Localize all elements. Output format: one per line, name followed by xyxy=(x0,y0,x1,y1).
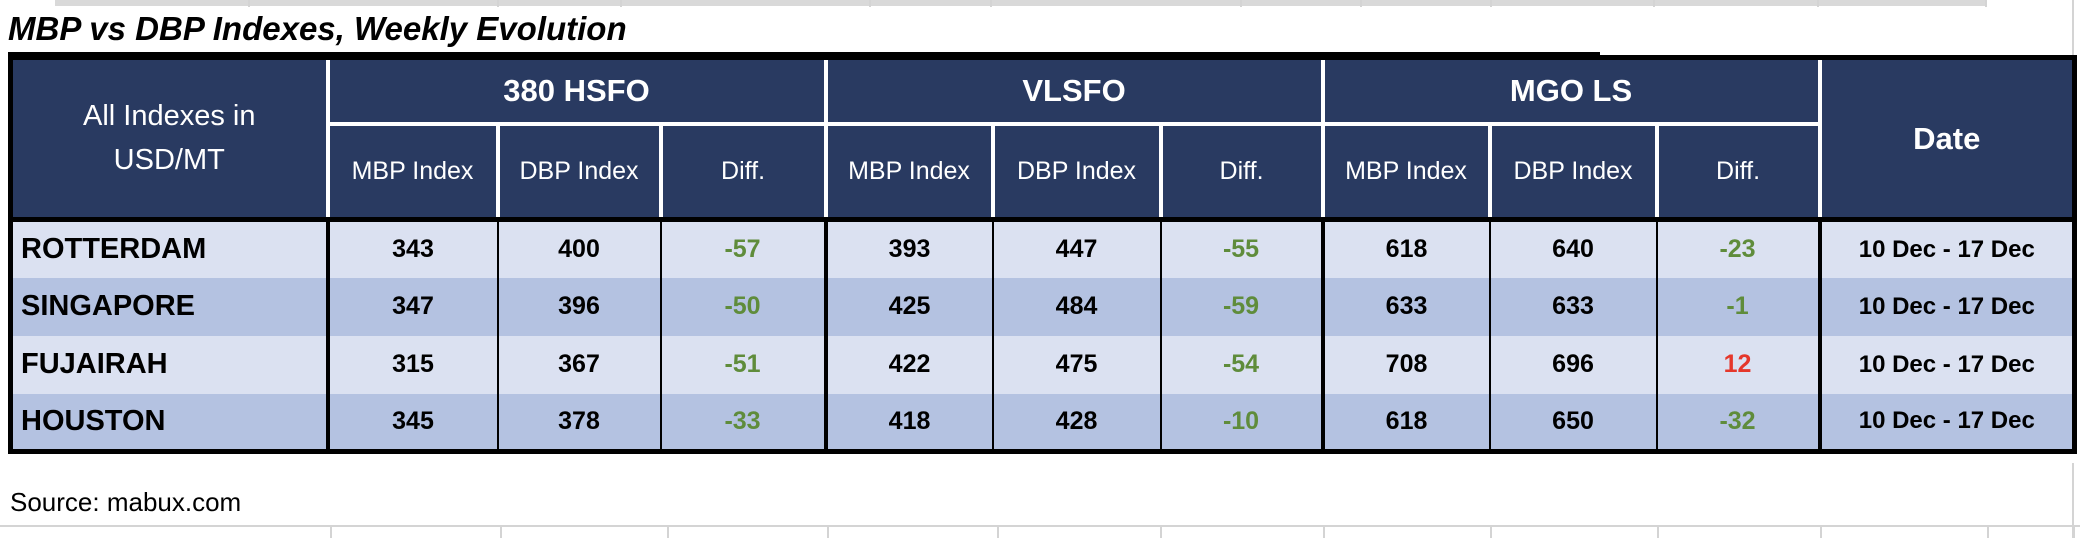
gridline-tick xyxy=(1323,527,1325,538)
diff-value[interactable]: -55 xyxy=(1159,217,1323,278)
diff-value[interactable]: -32 xyxy=(1655,393,1820,452)
excel-gridline-right-top xyxy=(2072,0,2074,57)
subheader-hsfo-dbp[interactable]: DBP Index xyxy=(495,121,663,222)
diff-value[interactable]: -57 xyxy=(659,217,826,278)
group-header-vlsfo[interactable]: VLSFO xyxy=(823,55,1325,126)
gridline-tick xyxy=(1653,0,1655,7)
gridline-tick xyxy=(1490,0,1492,7)
index-cell[interactable]: 425 xyxy=(823,277,993,336)
excel-gridline-right-bottom xyxy=(2072,463,2074,538)
group-header-mgo-ls[interactable]: MGO LS xyxy=(1320,55,1822,126)
index-cell[interactable]: 640 xyxy=(1488,217,1657,278)
index-cell[interactable]: 633 xyxy=(1320,277,1490,336)
gridline-tick xyxy=(667,527,669,538)
gridline-tick xyxy=(1160,527,1162,538)
date-cell[interactable]: 10 Dec - 17 Dec xyxy=(1817,217,2075,278)
index-cell[interactable]: 396 xyxy=(496,277,661,336)
date-cell[interactable]: 10 Dec - 17 Dec xyxy=(1817,393,2075,452)
gridline-tick xyxy=(1490,527,1492,538)
source-caption: Source: mabux.com xyxy=(10,487,242,517)
excel-gridline-band-top xyxy=(55,0,1985,6)
diff-value[interactable]: -50 xyxy=(659,277,826,336)
gridline-tick xyxy=(1820,527,1822,538)
index-cell[interactable]: 400 xyxy=(496,217,661,278)
index-cell[interactable]: 428 xyxy=(991,393,1161,452)
port-name[interactable]: ROTTERDAM xyxy=(10,217,328,278)
diff-value[interactable]: 12 xyxy=(1655,335,1820,394)
index-cell[interactable]: 650 xyxy=(1488,393,1657,452)
diff-value[interactable]: -54 xyxy=(1159,335,1323,394)
gridline-tick xyxy=(248,0,250,7)
subheader-mgo-dbp[interactable]: DBP Index xyxy=(1487,121,1659,222)
excel-gridline-bottom xyxy=(0,525,2080,527)
gridline-tick xyxy=(869,0,871,7)
index-cell[interactable]: 618 xyxy=(1320,217,1490,278)
corner-header[interactable]: All Indexes in USD/MT xyxy=(8,55,330,222)
subheader-vlsfo-dbp[interactable]: DBP Index xyxy=(990,121,1163,222)
diff-value[interactable]: -59 xyxy=(1159,277,1323,336)
table-row-rotterdam: ROTTERDAM 343 400 -57 393 447 -55 618 64… xyxy=(10,217,2075,278)
index-cell[interactable]: 484 xyxy=(991,277,1161,336)
index-cell[interactable]: 315 xyxy=(325,335,498,394)
gridline-tick xyxy=(997,527,999,538)
diff-value[interactable]: -1 xyxy=(1655,277,1820,336)
corner-header-line1: All Indexes in xyxy=(83,100,256,132)
gridline-tick xyxy=(1985,0,1987,7)
gridline-tick xyxy=(620,0,622,7)
index-cell[interactable]: 367 xyxy=(496,335,661,394)
subheader-hsfo-diff[interactable]: Diff. xyxy=(658,121,828,222)
table-row-fujairah: FUJAIRAH 315 367 -51 422 475 -54 708 696… xyxy=(10,335,2075,394)
diff-value[interactable]: -33 xyxy=(659,393,826,452)
index-cell[interactable]: 447 xyxy=(991,217,1161,278)
index-cell[interactable]: 393 xyxy=(823,217,993,278)
date-cell[interactable]: 10 Dec - 17 Dec xyxy=(1817,277,2075,336)
table-row-singapore: SINGAPORE 347 396 -50 425 484 -59 633 63… xyxy=(10,277,2075,336)
title-underline: MBP vs DBP Indexes, Weekly Evolution xyxy=(8,6,1600,55)
index-cell[interactable]: 696 xyxy=(1488,335,1657,394)
gridline-tick xyxy=(2073,527,2075,538)
indexes-table: All Indexes in USD/MT 380 HSFO VLSFO MGO… xyxy=(8,55,2078,454)
index-cell[interactable]: 418 xyxy=(823,393,993,452)
index-cell[interactable]: 422 xyxy=(823,335,993,394)
subheader-vlsfo-mbp[interactable]: MBP Index xyxy=(823,121,995,222)
subheader-hsfo-mbp[interactable]: MBP Index xyxy=(325,121,500,222)
index-cell[interactable]: 345 xyxy=(325,393,498,452)
index-cell[interactable]: 618 xyxy=(1320,393,1490,452)
date-header[interactable]: Date xyxy=(1817,55,2077,222)
table-row-houston: HOUSTON 345 378 -33 418 428 -10 618 650 … xyxy=(10,393,2075,452)
diff-value[interactable]: -23 xyxy=(1655,217,1820,278)
index-cell[interactable]: 347 xyxy=(325,277,498,336)
group-header-380-hsfo[interactable]: 380 HSFO xyxy=(325,55,828,126)
gridline-tick xyxy=(1817,0,1819,7)
subheader-mgo-diff[interactable]: Diff. xyxy=(1654,121,1822,222)
gridline-tick xyxy=(1360,0,1362,7)
gridline-tick xyxy=(990,0,992,7)
diff-value[interactable]: -10 xyxy=(1159,393,1323,452)
port-name[interactable]: FUJAIRAH xyxy=(21,348,168,380)
gridline-tick xyxy=(500,527,502,538)
subheader-mgo-mbp[interactable]: MBP Index xyxy=(1320,121,1492,222)
index-cell[interactable]: 475 xyxy=(991,335,1161,394)
gridline-tick xyxy=(1657,527,1659,538)
gridline-tick xyxy=(497,0,499,7)
gridline-tick xyxy=(1987,527,1989,538)
corner-header-line2: USD/MT xyxy=(113,143,225,176)
index-cell[interactable]: 708 xyxy=(1320,335,1490,394)
subheader-vlsfo-diff[interactable]: Diff. xyxy=(1158,121,1325,222)
gridline-tick xyxy=(1240,0,1242,7)
date-cell[interactable]: 10 Dec - 17 Dec xyxy=(1817,335,2075,394)
diff-value[interactable]: -51 xyxy=(659,335,826,394)
index-cell[interactable]: 378 xyxy=(496,393,661,452)
port-name[interactable]: SINGAPORE xyxy=(21,290,196,322)
gridline-tick xyxy=(827,527,829,538)
gridline-tick xyxy=(330,527,332,538)
index-cell[interactable]: 633 xyxy=(1488,277,1657,336)
page-title: MBP vs DBP Indexes, Weekly Evolution xyxy=(8,10,627,47)
port-name[interactable]: HOUSTON xyxy=(21,404,166,437)
index-cell[interactable]: 343 xyxy=(325,217,498,278)
